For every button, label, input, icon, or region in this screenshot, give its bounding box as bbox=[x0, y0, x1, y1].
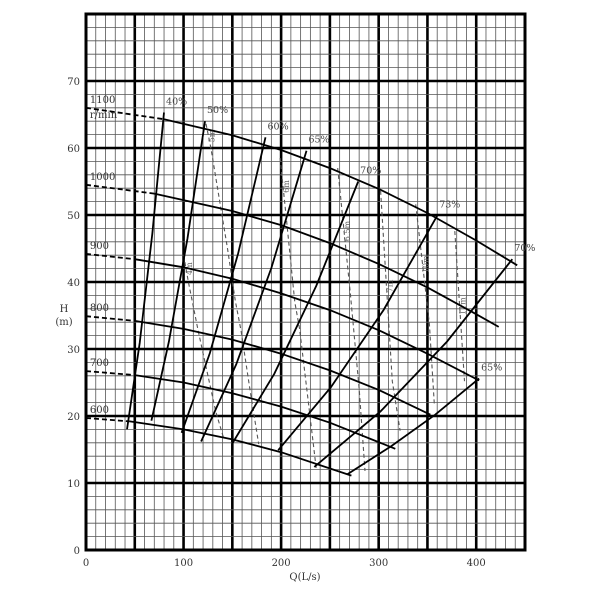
x-tick-label: 200 bbox=[272, 558, 291, 569]
npsh-label: 6.5m bbox=[343, 221, 352, 242]
speed-label: 700 bbox=[90, 358, 109, 369]
y-tick-label: 70 bbox=[67, 77, 80, 88]
speed-curve-dashed bbox=[85, 183, 155, 195]
speed-curve bbox=[129, 420, 352, 477]
speed-curve-dashed bbox=[85, 315, 135, 322]
tick-labels: 0 100 200 300 400 0 10 20 30 40 50 60 70 bbox=[67, 77, 486, 569]
speed-curves: 1100 r/min 1000 900 800 700 600 bbox=[85, 95, 518, 477]
npsh-label: 7m bbox=[385, 279, 394, 292]
speed-curve bbox=[163, 118, 518, 267]
speed-curve-dashed bbox=[85, 417, 130, 423]
speed-curve-dashed bbox=[85, 253, 135, 261]
y-tick-label: 50 bbox=[67, 211, 80, 222]
efficiency-label: 70% bbox=[360, 166, 381, 177]
y-tick-label: 30 bbox=[67, 345, 80, 356]
npsh-curve bbox=[183, 255, 225, 439]
npsh-curve bbox=[337, 168, 366, 471]
y-tick-label: 60 bbox=[67, 144, 80, 155]
y-tick-label: 10 bbox=[67, 479, 80, 490]
efficiency-curve bbox=[231, 181, 360, 444]
speed-label: 900 bbox=[90, 241, 109, 252]
npsh-label: 5m bbox=[207, 129, 216, 142]
efficiency-curve bbox=[150, 121, 206, 421]
speed-label: 800 bbox=[90, 303, 109, 314]
y-tick-label: 40 bbox=[67, 278, 80, 289]
efficiency-curve bbox=[180, 137, 267, 434]
speed-curve-dashed bbox=[85, 370, 135, 376]
grid bbox=[84, 12, 527, 552]
efficiency-curve bbox=[200, 150, 308, 442]
npsh-curve bbox=[380, 190, 401, 431]
x-axis-label: Q(L/s) bbox=[289, 572, 320, 583]
efficiency-curve bbox=[313, 258, 514, 468]
speed-curve bbox=[134, 258, 480, 382]
npsh-label: 10m bbox=[422, 255, 431, 273]
npsh-label: 6m bbox=[282, 180, 291, 193]
speed-curve bbox=[134, 320, 431, 416]
x-tick-label: 100 bbox=[174, 558, 193, 569]
speed-label: 600 bbox=[90, 405, 109, 416]
speed-curve bbox=[154, 192, 500, 328]
efficiency-curve bbox=[126, 112, 165, 430]
efficiency-label: 70% bbox=[514, 243, 535, 254]
npsh-curve bbox=[415, 204, 435, 404]
y-axis-label-h: H bbox=[60, 304, 69, 315]
efficiency-label: 73% bbox=[439, 200, 460, 211]
efficiency-curve bbox=[346, 377, 480, 476]
y-axis-label-unit: (m) bbox=[55, 317, 72, 328]
y-tick-label: 20 bbox=[67, 412, 80, 423]
speed-label: 1000 bbox=[90, 172, 115, 183]
x-tick-label: 0 bbox=[83, 558, 89, 569]
npsh-curve bbox=[279, 158, 317, 469]
efficiency-label: 40% bbox=[166, 96, 187, 107]
speed-curve-dashed bbox=[85, 106, 165, 121]
speed-unit-label: r/min bbox=[90, 110, 118, 121]
y-tick-label: 0 bbox=[74, 546, 80, 557]
x-tick-label: 300 bbox=[369, 558, 388, 569]
plot-border bbox=[84, 12, 527, 552]
npsh-label: 11m bbox=[459, 297, 468, 315]
efficiency-curves: 40% 50% 60% 65% 70% 73% 70% 65% bbox=[126, 96, 535, 476]
speed-label: 1100 bbox=[90, 95, 115, 106]
speed-curve bbox=[134, 374, 396, 450]
efficiency-label: 65% bbox=[308, 135, 329, 146]
efficiency-label: 65% bbox=[481, 362, 502, 373]
x-tick-label: 400 bbox=[467, 558, 486, 569]
npsh-curve bbox=[205, 123, 260, 445]
efficiency-label: 60% bbox=[268, 121, 289, 132]
efficiency-curve bbox=[277, 215, 438, 451]
efficiency-label: 50% bbox=[207, 105, 228, 116]
